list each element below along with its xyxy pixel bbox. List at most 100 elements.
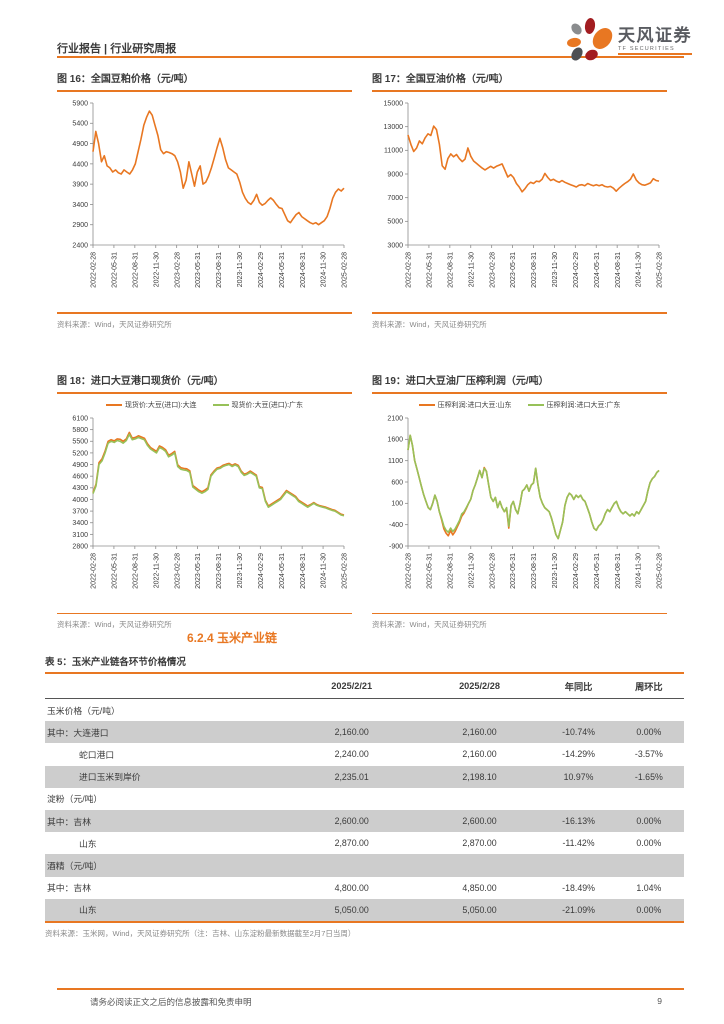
svg-text:2022-11-30: 2022-11-30 (153, 552, 160, 587)
svg-text:2024-08-31: 2024-08-31 (300, 252, 307, 288)
svg-text:2400: 2400 (72, 242, 88, 249)
svg-text:2025-02-28: 2025-02-28 (657, 552, 664, 588)
svg-text:2024-11-30: 2024-11-30 (636, 552, 643, 587)
svg-text:1600: 1600 (387, 436, 403, 443)
row-value: -1.65% (613, 765, 684, 788)
svg-text:5200: 5200 (72, 450, 88, 457)
logo-petal-icon (569, 21, 584, 37)
svg-text:2022-11-30: 2022-11-30 (153, 252, 160, 287)
svg-text:2023-08-31: 2023-08-31 (531, 252, 538, 288)
row-value (416, 788, 544, 810)
legend-label: 现货价:大豆(进口):大连 (124, 402, 197, 409)
chart-source: 资料来源：Wind，天风证券研究所 (372, 620, 487, 629)
chart-fig17: 图 17：全国豆油价格（元/吨） 3000 5000 7000 9000 11000 13… (372, 70, 667, 330)
line-chart-imported-soybean-spot: 2800 3100 3400 3700 4000 4300 4600 4900 5200 5500… (72, 415, 348, 588)
row-value (288, 699, 416, 722)
row-value: -3.57% (634, 749, 663, 760)
row-value: 2,160.00 (462, 749, 497, 760)
svg-text:4600: 4600 (72, 473, 88, 480)
table-row: 淀粉（元/吨） (45, 788, 684, 810)
table-source: 资料来源：玉米网，Wind，天风证券研究所（注：吉林、山东淀粉最新数据截至2月7… (45, 928, 356, 938)
row-value (415, 854, 544, 877)
svg-text:4000: 4000 (72, 496, 88, 503)
svg-text:2023-02-28: 2023-02-28 (489, 252, 496, 288)
col-header-blank (45, 673, 288, 699)
line-chart-soybean-meal: 2400 2900 3400 3900 4400 4900 5400 5900 2022-02-… (72, 100, 348, 288)
row-value: 2,870.00 (462, 838, 497, 849)
legend-label: 现货价:大豆(进口):广东 (231, 402, 304, 409)
svg-text:2023-05-31: 2023-05-31 (195, 552, 202, 588)
svg-text:2022-02-28: 2022-02-28 (91, 552, 98, 588)
svg-text:2900: 2900 (72, 222, 88, 229)
report-header-title: 行业报告 | 行业研究周报 (57, 43, 177, 55)
svg-text:2024-08-31: 2024-08-31 (615, 252, 622, 288)
row-value (614, 788, 684, 810)
svg-text:2023-02-28: 2023-02-28 (174, 252, 181, 288)
row-label: 淀粉（元/吨） (47, 794, 103, 805)
legend-line-swatch (527, 404, 544, 406)
svg-text:2023-05-31: 2023-05-31 (510, 252, 517, 288)
table-header-row: 2025/2/21 2025/2/28 年同比 周环比 (45, 673, 684, 699)
legend-label: 压榨利润:进口大豆:广东 (546, 402, 621, 409)
row-value: 0.00% (613, 809, 684, 833)
row-value (543, 699, 613, 722)
row-value (614, 699, 684, 722)
col-header-yoy: 年同比 (543, 673, 614, 699)
table-row: 酒精（元/吨） (45, 854, 684, 877)
table-row: 山东 5,050.00 5,050.00 -21.09% 0.00% (45, 898, 684, 922)
svg-text:3400: 3400 (72, 202, 88, 209)
source-rule (57, 312, 352, 314)
row-value (288, 788, 416, 810)
row-value: 4,800.00 (334, 882, 369, 893)
table-row: 山东 2,870.00 2,870.00 -11.42% 0.00% (45, 832, 684, 854)
svg-text:5500: 5500 (72, 438, 88, 445)
svg-text:3400: 3400 (72, 520, 88, 527)
svg-text:4400: 4400 (72, 161, 88, 168)
table-row: 其中：吉林 4,800.00 4,850.00 -18.49% 1.04% (45, 877, 684, 899)
svg-text:2022-02-28: 2022-02-28 (406, 252, 413, 288)
row-value: 4,850.00 (462, 882, 497, 893)
row-value: 5,050.00 (415, 898, 544, 922)
svg-text:2022-11-30: 2022-11-30 (468, 552, 475, 587)
svg-text:2022-08-31: 2022-08-31 (447, 252, 454, 288)
chart-fig16: 图 16：全国豆粕价格（元/吨） 2400 2900 3400 3900 4400 490… (57, 70, 352, 330)
svg-text:2024-11-30: 2024-11-30 (321, 552, 328, 587)
svg-text:2022-05-31: 2022-05-31 (112, 252, 119, 288)
svg-text:-400: -400 (389, 522, 403, 529)
svg-text:100: 100 (391, 500, 403, 507)
row-value: 2,600.00 (287, 809, 416, 833)
line-chart-soybean-oil: 3000 5000 7000 9000 11000 13000 15000 2022-02-2… (384, 100, 664, 288)
row-value: 2,870.00 (334, 838, 369, 849)
chart-source: 资料来源：Wind，天风证券研究所 (57, 620, 172, 629)
row-value: -11.42% (562, 838, 595, 849)
svg-text:7000: 7000 (387, 195, 403, 202)
row-value: -18.49% (562, 882, 595, 893)
svg-text:3700: 3700 (72, 508, 88, 515)
table-title: 表 5：玉米产业链各环节价格情况 (45, 657, 186, 668)
table-row: 玉米价格（元/吨） (45, 699, 684, 722)
logo-petal-icon (583, 17, 597, 35)
logo-petal-icon (583, 47, 600, 63)
chart-legend: 现货价:大豆(进口):大连 现货价:大豆(进口):广东 (57, 399, 352, 412)
svg-text:3000: 3000 (387, 242, 403, 249)
svg-text:2024-08-31: 2024-08-31 (300, 552, 307, 588)
row-value (613, 854, 684, 877)
source-rule (57, 612, 352, 614)
row-value: 0.00% (613, 898, 684, 922)
svg-text:4900: 4900 (72, 141, 88, 148)
svg-text:2023-08-31: 2023-08-31 (531, 552, 538, 588)
footer-divider (57, 988, 684, 990)
row-value: 2,160.00 (287, 721, 416, 744)
svg-text:2023-08-31: 2023-08-31 (216, 552, 223, 588)
col-header-date2: 2025/2/28 (415, 673, 544, 699)
row-value: 10.97% (543, 765, 614, 788)
row-value (416, 699, 544, 722)
logo-name-en: TF SECURITIES (618, 46, 692, 55)
row-value: 0.00% (613, 721, 684, 744)
table-row: 其中：大连港口 2,160.00 2,160.00 -10.74% 0.00% (45, 721, 684, 744)
corn-price-table-section: 表 5：玉米产业链各环节价格情况 2025/2/21 2025/2/28 年同比… (45, 654, 684, 939)
svg-text:2024-05-31: 2024-05-31 (594, 252, 601, 288)
row-value: 0.00% (636, 838, 662, 849)
legend-item: 压榨利润:进口大豆:山东 (418, 400, 512, 410)
